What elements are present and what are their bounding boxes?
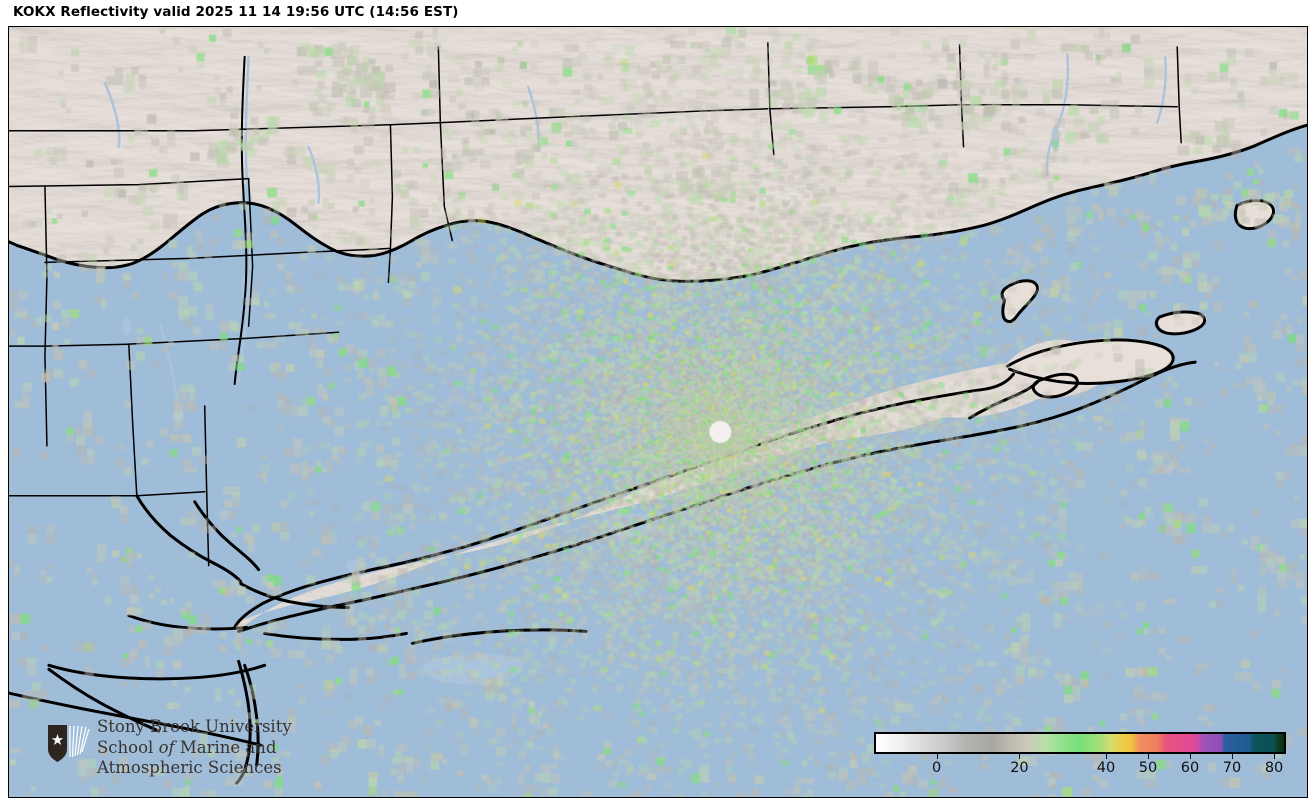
- colorbar-gradient-frame: [874, 732, 1286, 754]
- reflectivity-colorbar: 0 20 40 50 60 70 80: [874, 732, 1294, 792]
- colorbar-tick-label-40: 40: [1096, 760, 1116, 776]
- colorbar-tick-labels: 0 20 40 50 60 70 80: [874, 760, 1286, 782]
- colorbar-tick: [936, 754, 938, 759]
- colorbar-tick: [1105, 754, 1107, 759]
- colorbar-tick-label-50: 50: [1138, 760, 1158, 776]
- colorbar-tick-label-20: 20: [1010, 760, 1029, 776]
- colorbar-tick-label-0: 0: [931, 760, 942, 776]
- colorbar-tick-label-70: 70: [1222, 760, 1242, 776]
- colorbar-tick: [1274, 754, 1276, 759]
- colorbar-tick-label-60: 60: [1180, 760, 1200, 776]
- radar-map[interactable]: Stony Brook University School of Marine …: [8, 26, 1308, 798]
- radar-reflectivity-layer: [9, 27, 1307, 797]
- colorbar-tick: [1019, 754, 1021, 759]
- title-bar: KOKX Reflectivity valid 2025 11 14 19:56…: [0, 0, 1316, 26]
- colorbar-tick-label-80: 80: [1264, 760, 1284, 776]
- colorbar-ticks: [874, 754, 1286, 762]
- page-title: KOKX Reflectivity valid 2025 11 14 19:56…: [13, 4, 459, 20]
- colorbar-tick: [1190, 754, 1191, 759]
- colorbar-gradient: [876, 734, 1284, 752]
- colorbar-tick: [1232, 754, 1234, 759]
- colorbar-tick: [1147, 754, 1149, 759]
